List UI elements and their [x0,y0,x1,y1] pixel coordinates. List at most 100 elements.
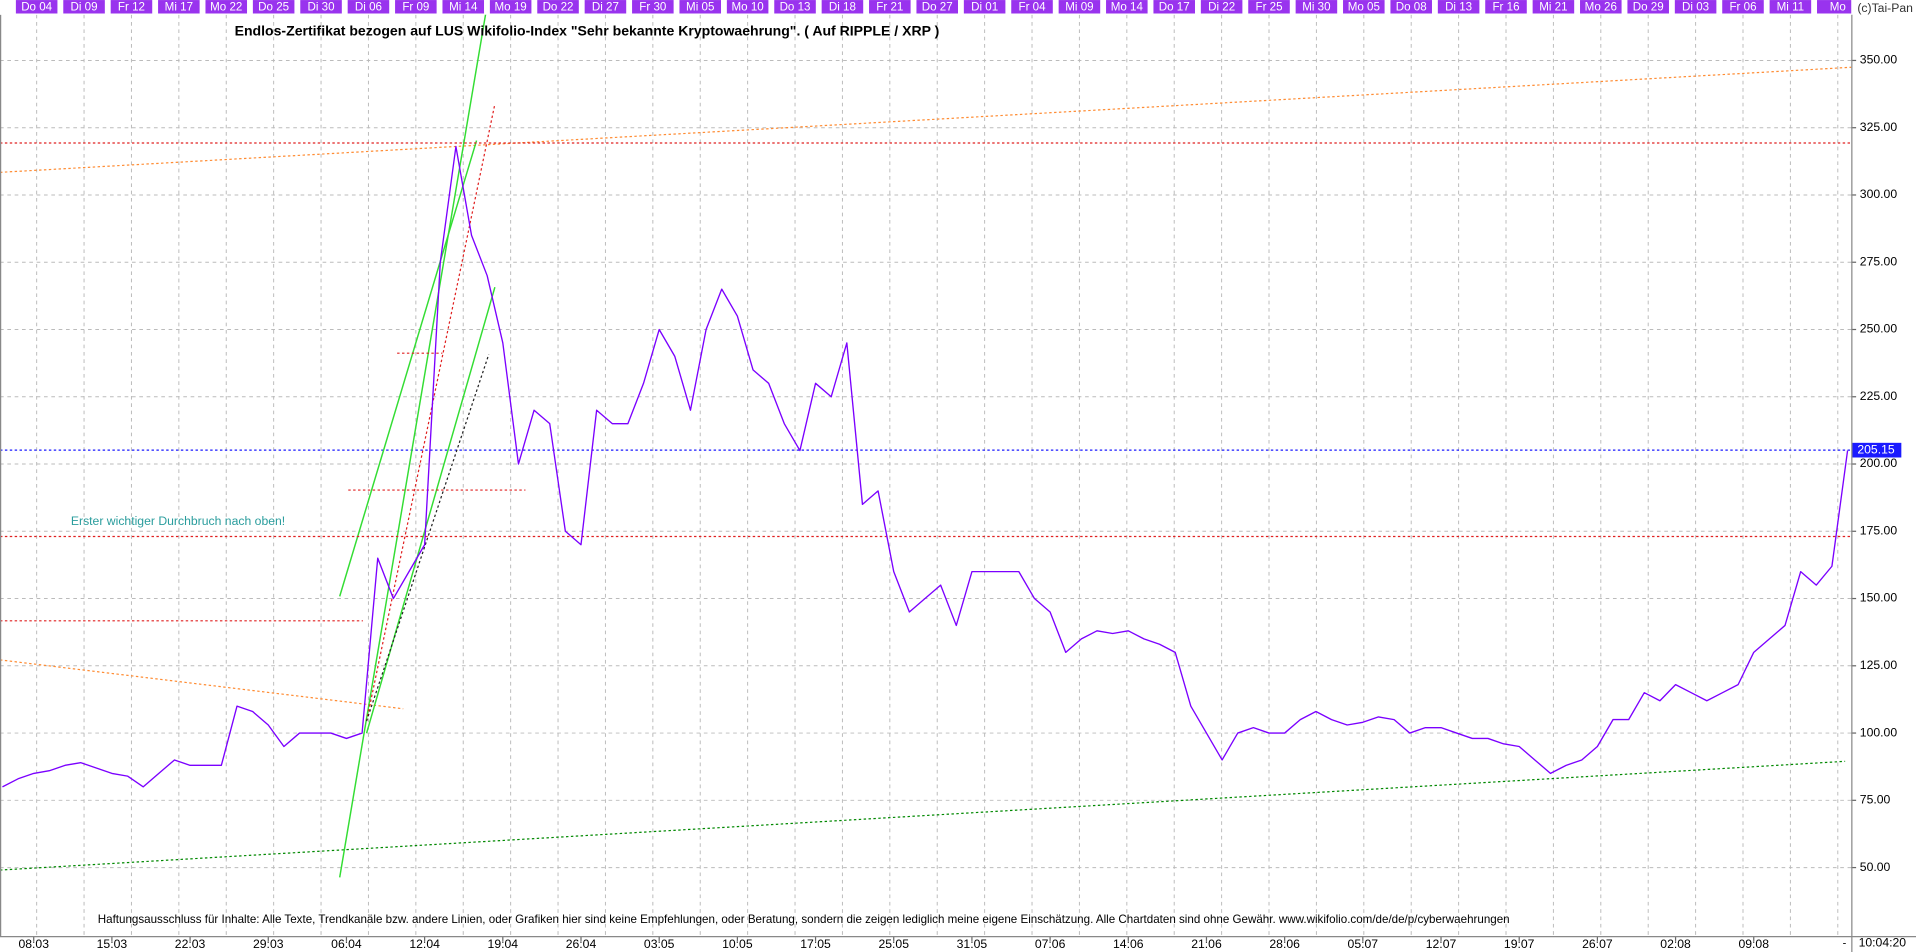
top-label-box [442,0,485,14]
trend-line [0,66,1852,173]
x-tick-label: 25:05 [878,937,909,951]
annotation: Erster wichtiger Durchbruch nach oben! [71,514,285,528]
top-label: Mo [1830,0,1846,13]
y-tick-label: 150.00 [1860,591,1898,605]
top-label-box [1106,0,1148,14]
top-label: Fr 30 [639,0,666,13]
top-label: Mi 30 [1302,0,1330,13]
trend-line [365,287,496,734]
trend-line [365,103,496,722]
x-tick-label: 26:04 [566,937,597,951]
x-tick-label: 15:03 [97,937,128,951]
top-label: Mo 19 [495,0,527,13]
y-tick-label: 200.00 [1860,456,1898,470]
top-label: Mi 11 [1777,0,1805,13]
top-label: Mi 09 [1065,0,1093,13]
x-tick-label: 17:05 [800,937,831,951]
y-tick-label: 250.00 [1860,322,1898,336]
top-label: Fr 06 [1729,0,1756,13]
top-label-box [252,0,295,14]
x-tick-label: 07:06 [1035,937,1066,951]
top-label: Mi 05 [686,0,714,13]
top-label: Fr 04 [1018,0,1046,13]
top-label: Do 27 [922,0,953,13]
top-label-box [584,0,627,14]
top-label-box [1722,0,1764,14]
top-label-box [1485,0,1527,14]
x-tick-label: 22:03 [175,937,206,951]
top-label: Do 17 [1159,0,1190,13]
top-label: Mo 05 [1348,0,1380,13]
x-tick-label: 19:04 [488,937,519,951]
top-label-box [205,0,248,14]
y-tick-label: 50.00 [1860,860,1891,874]
top-label-box [1532,0,1575,14]
series [2,145,1849,788]
top-label: Mo 14 [1111,0,1144,13]
top-label-box [1011,0,1053,14]
chart-title: Endlos-Zertifikat bezogen auf LUS Wikifo… [235,23,940,39]
top-label: Di 03 [1682,0,1709,13]
top-label: Di 27 [592,0,619,13]
top-label-box [963,0,1006,14]
x-tick-label: 12:07 [1426,937,1457,951]
top-label-box [1390,0,1432,14]
top-label-box [1058,0,1101,14]
y-tick-label: 125.00 [1860,658,1898,672]
trend-line [0,659,404,710]
x-tick-label: 28:06 [1269,937,1300,951]
x-tick-label: 19:07 [1504,937,1535,951]
top-label-box [679,0,722,14]
top-label-box [63,0,105,14]
top-label: Do 25 [258,0,289,13]
top-label-box [1580,0,1622,14]
top-label: Fr 16 [1492,0,1519,13]
top-label-box [395,0,437,14]
top-label-box [1437,0,1480,14]
top-label-box [632,0,674,14]
top-label-box [537,0,579,14]
trend-line [366,354,490,722]
y-tick-label: 175.00 [1860,523,1898,537]
top-label: Mi 21 [1539,0,1567,13]
top-label: Di 09 [71,0,98,13]
top-label: Fr 12 [118,0,145,13]
top-label-box [1248,0,1290,14]
trend-line [338,140,478,597]
top-label: Mo 26 [1585,0,1617,13]
top-label: Mo 22 [210,0,242,13]
top-label-box [347,0,390,14]
x-tick-label: 02:08 [1660,937,1691,951]
top-label: Fr 09 [402,0,429,13]
top-label-box [1153,0,1195,14]
x-tick-label: 03:05 [644,937,675,951]
current-value-label: 205.15 [1857,442,1895,456]
top-label-box [821,0,864,14]
y-tick-label: 100.00 [1860,725,1898,739]
top-label-box [726,0,769,14]
price-line [2,145,1849,788]
top-label: Fr 21 [876,0,903,13]
top-label: Di 06 [355,0,382,13]
top-label-box [1674,0,1717,14]
top-label: Mi 14 [449,0,478,13]
x-tick-label: 26:07 [1582,937,1613,951]
top-label-box [1343,0,1385,14]
time-label: 10:04:20 [1859,936,1907,950]
x-tick-label: 06:04 [331,937,362,951]
y-tick-label: 275.00 [1860,254,1898,268]
x-tick-label: 21:06 [1191,937,1222,951]
top-label: Do 13 [780,0,811,13]
y-tick-label: 325.00 [1860,120,1898,134]
top-label-box [1295,0,1338,14]
y-tick-label: 225.00 [1860,389,1898,403]
top-label: Do 08 [1396,0,1427,13]
x-tick-label: 12:04 [409,937,440,951]
top-label: Fr 25 [1255,0,1282,13]
top-label-box [110,0,153,14]
top-label-box [1769,0,1812,14]
axis-marker: - [1843,937,1847,949]
top-label: Do 22 [543,0,574,13]
x-tick-label: 29:03 [253,937,284,951]
y-tick-label: 350.00 [1860,53,1898,67]
